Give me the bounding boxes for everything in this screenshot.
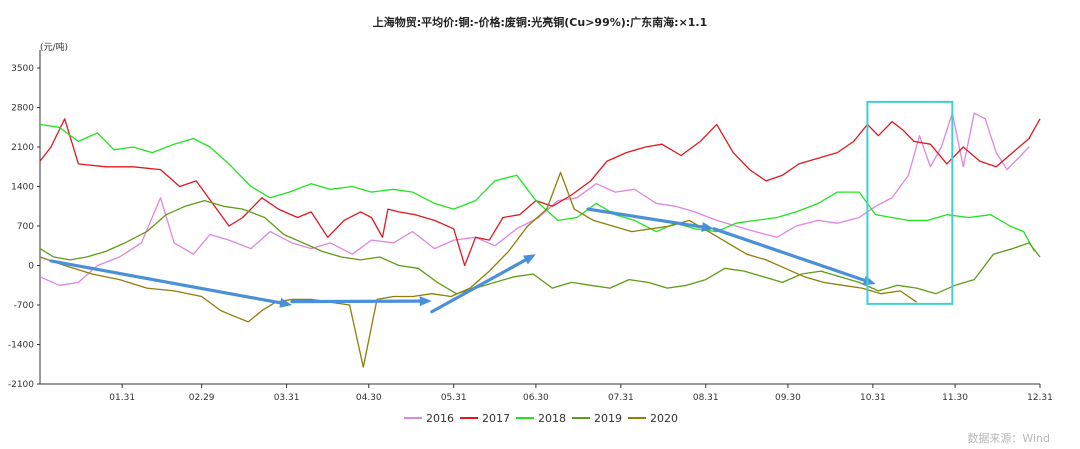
- series-line-2020: [39, 171, 918, 368]
- x-tick-label: 06.30: [523, 393, 549, 403]
- trend-arrow-shaft: [586, 207, 704, 229]
- legend-label-2020: 2020: [650, 412, 678, 425]
- series-layer: [39, 112, 1041, 368]
- y-tick-label: 700: [17, 222, 34, 232]
- trend-arrow-head: [701, 222, 714, 232]
- annotation-layer: [49, 100, 954, 314]
- highlight-box: [866, 100, 954, 305]
- trend-arrow-shaft: [49, 259, 282, 305]
- legend-label-2019: 2019: [594, 412, 622, 425]
- x-tick-label: 08.31: [693, 393, 719, 403]
- trend-arrow-shaft: [430, 258, 527, 314]
- x-tick-label: 11.30: [942, 393, 968, 403]
- data-source: 数据来源：Wind: [967, 431, 1050, 445]
- y-tick-label: -700: [14, 301, 35, 311]
- x-tick-label: 07.31: [608, 393, 634, 403]
- legend: 2016 2017 2018 2019 2020: [404, 412, 678, 425]
- x-tick-label: 05.31: [441, 393, 467, 403]
- chart-title: 上海物贸:平均价:铜:-价格:废铜:光亮铜(Cu>99%):广东南海:×1.1: [373, 15, 708, 29]
- series-line-2016: [39, 112, 1030, 286]
- y-tick-label: 2800: [11, 104, 34, 114]
- x-tick-label: 10.31: [860, 393, 886, 403]
- x-tick-label: 12.31: [1027, 393, 1053, 403]
- trend-arrow-head: [279, 297, 293, 308]
- trend-arrow-shaft: [712, 227, 866, 282]
- trend-arrow-shaft: [290, 299, 422, 304]
- x-axis: 01.31 02.29 03.31 04.30 05.31 06.30 07.31 08.31…: [40, 383, 1053, 403]
- y-tick-label: 3500: [11, 64, 34, 74]
- y-axis-unit: (元/吨): [40, 41, 68, 53]
- y-tick-label: 1400: [11, 183, 34, 193]
- trend-arrow-head: [862, 275, 876, 285]
- x-tick-label: 03.31: [274, 393, 300, 403]
- series-line-2019: [39, 199, 1041, 295]
- y-tick-label: 0: [28, 262, 34, 272]
- x-tick-label: 01.31: [109, 393, 135, 403]
- trend-arrow-head: [419, 296, 432, 307]
- x-tick-label: 04.30: [356, 393, 382, 403]
- trend-arrow-head: [522, 254, 536, 265]
- y-tick-label: -2100: [8, 380, 34, 390]
- series-line-2018: [39, 123, 1036, 252]
- legend-label-2018: 2018: [538, 412, 566, 425]
- x-tick-label: 02.29: [189, 393, 215, 403]
- series-line-2017: [39, 118, 1041, 267]
- y-axis: 3500 2800 2100 1400 700 0 -700 -1400 -2100: [8, 50, 41, 390]
- legend-label-2017: 2017: [482, 412, 510, 425]
- x-tick-label: 09.30: [775, 393, 801, 403]
- legend-label-2016: 2016: [426, 412, 454, 425]
- y-tick-label: 2100: [11, 143, 34, 153]
- y-tick-label: -1400: [8, 341, 34, 351]
